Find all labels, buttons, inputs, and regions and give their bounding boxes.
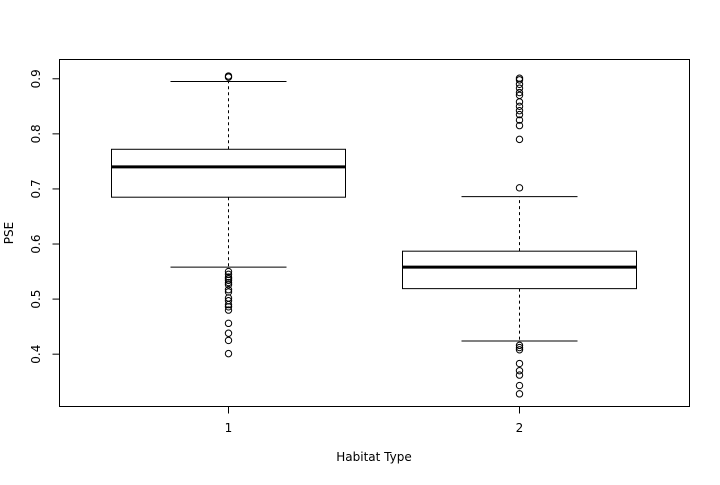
outlier-point [515,76,524,84]
x-axis-label: Habitat Type [336,450,411,464]
outlier-point [515,366,524,375]
outlier-point [224,336,233,345]
outlier-point [515,381,524,390]
box-group-1 [111,72,346,358]
outlier-point [224,267,233,276]
boxes-layer [111,72,637,398]
outlier-point [515,98,524,106]
outlier-point [515,107,524,115]
outlier-point [224,73,233,81]
outlier-point [224,300,233,309]
outlier-point [515,341,524,350]
x-tick-label: 2 [516,421,524,435]
y-axis: 0.4 0.5 0.6 0.7 0.8 0.9 [29,69,60,364]
outlier-point [224,306,233,314]
outlier-point [515,110,524,119]
outlier-point [515,121,524,130]
outlier-point [515,102,524,111]
outlier-point [224,286,233,294]
outlier-point [515,135,524,144]
outlier-point [515,390,524,398]
outlier-point [515,343,524,352]
outlier-point [224,329,233,337]
y-tick-label: 0.6 [29,234,43,253]
x-tick-label: 1 [225,421,233,435]
y-axis-label: PSE [2,222,16,244]
outlier-point [515,84,524,92]
y-tick-label: 0.9 [29,69,43,88]
outlier-point [224,278,233,287]
outlier-point [515,371,524,379]
outlier-point [515,88,524,97]
y-tick-label: 0.5 [29,290,43,309]
outlier-point [224,276,233,285]
iqr-box [402,250,637,290]
outlier-point [515,184,524,192]
y-tick-label: 0.4 [29,345,43,364]
outlier-point [224,303,233,311]
y-tick-label: 0.8 [29,124,43,143]
outlier-point [515,116,524,124]
outlier-point [515,346,524,354]
outlier-point [515,80,524,88]
outlier-point [224,281,233,289]
plot-frame [59,59,690,407]
outlier-point [224,349,233,358]
box-group-2 [402,74,637,398]
iqr-box [111,148,346,198]
y-tick-label: 0.7 [29,179,43,198]
outlier-point [515,359,524,368]
outlier-point [224,319,233,328]
